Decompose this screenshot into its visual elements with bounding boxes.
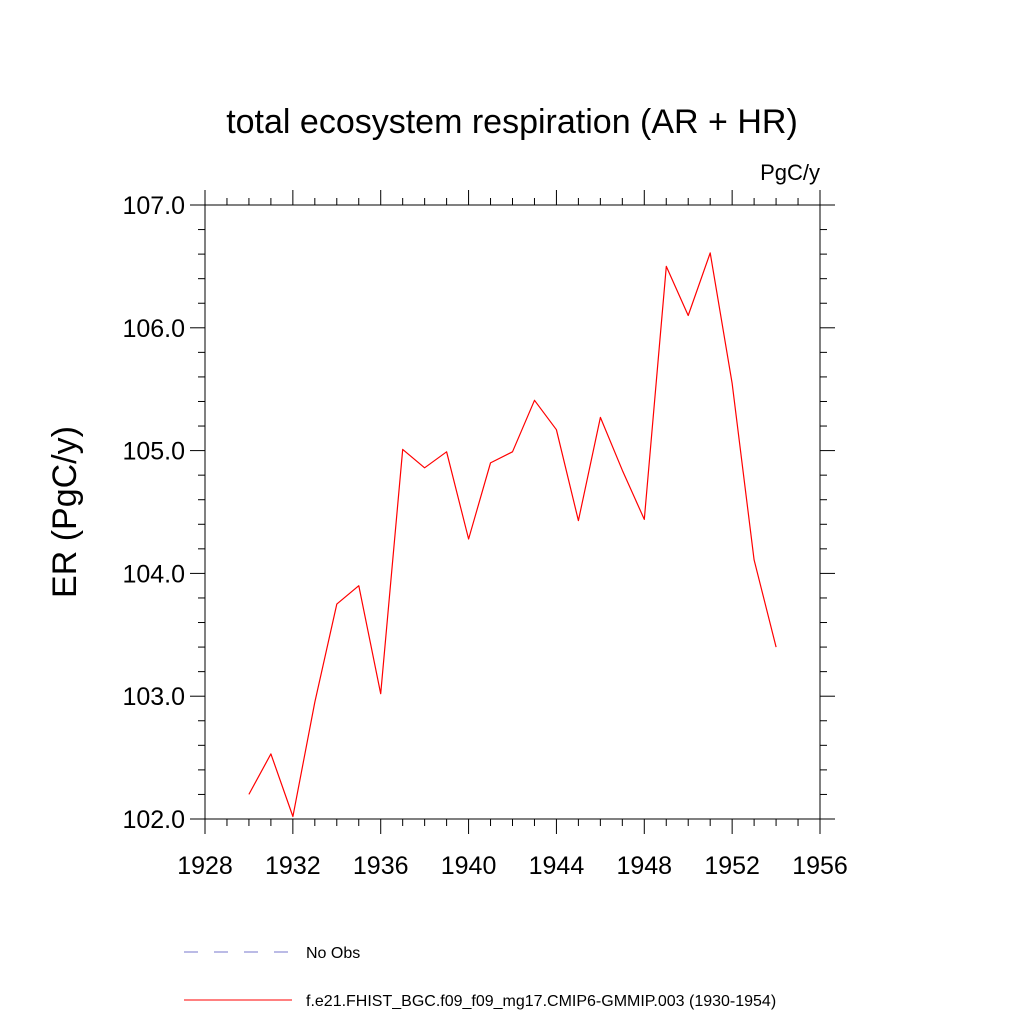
- units-label: PgC/y: [760, 160, 820, 185]
- y-tick-label: 104.0: [122, 560, 185, 588]
- y-tick-label: 105.0: [122, 438, 185, 466]
- series-line: [248, 252, 777, 818]
- x-tick-label: 1936: [353, 852, 409, 880]
- x-tick-label: 1952: [704, 852, 760, 880]
- x-tick-label: 1956: [792, 852, 848, 880]
- y-tick-label: 103.0: [122, 683, 185, 711]
- x-tick-label: 1944: [529, 852, 585, 880]
- y-tick-label: 106.0: [122, 315, 185, 343]
- x-tick-label: 1932: [265, 852, 321, 880]
- x-tick-label: 1940: [441, 852, 497, 880]
- plot-frame: [204, 204, 821, 820]
- y-tick-label: 102.0: [122, 806, 185, 834]
- x-tick-label: 1928: [177, 852, 233, 880]
- x-tick-label: 1948: [616, 852, 672, 880]
- chart-title: total ecosystem respiration (AR + HR): [226, 103, 798, 141]
- legend-label-no-obs: No Obs: [306, 945, 360, 962]
- y-tick-label: 107.0: [122, 192, 185, 220]
- y-axis-label: ER (PgC/y): [46, 426, 84, 598]
- legend-label-model-run: f.e21.FHIST_BGC.f09_f09_mg17.CMIP6-GMMIP…: [306, 993, 776, 1010]
- series-layer: [248, 252, 777, 818]
- legend: No Obs f.e21.FHIST_BGC.f09_f09_mg17.CMIP…: [184, 945, 776, 1010]
- axes: 1928 1932 1936 1940 1944 1948 1952 1956 102.0 103…: [122, 190, 848, 880]
